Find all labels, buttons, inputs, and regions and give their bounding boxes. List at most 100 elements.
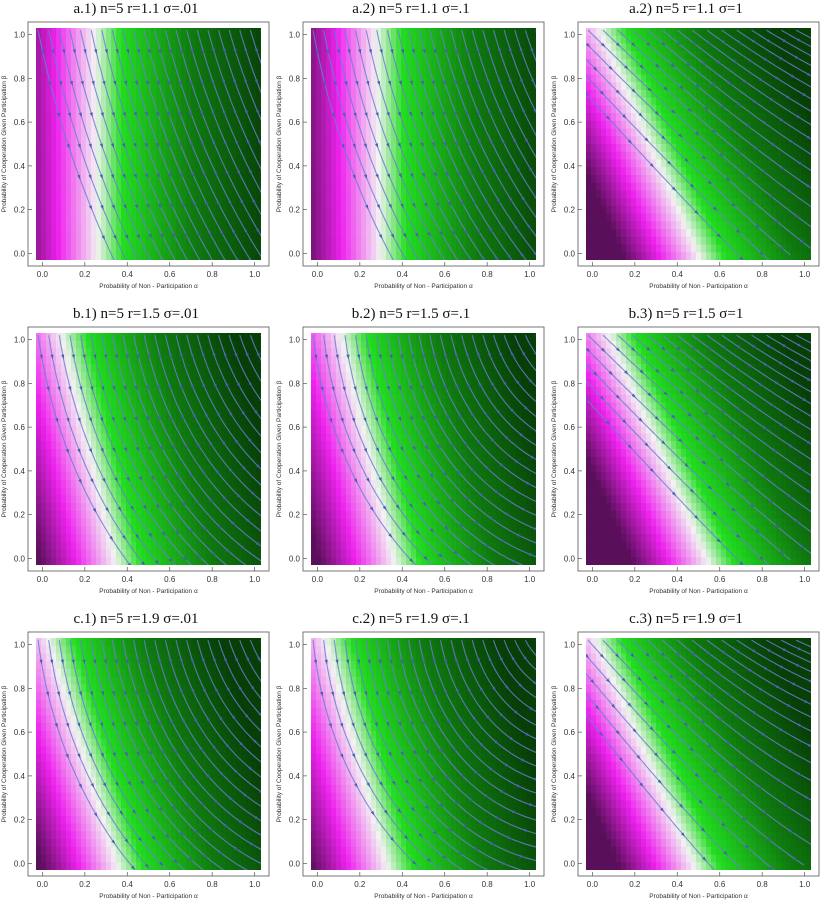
stream-arrow xyxy=(341,143,345,149)
streamline xyxy=(691,334,811,417)
stream-arrow xyxy=(775,685,781,689)
stream-arrow xyxy=(214,799,219,804)
stream-arrow xyxy=(223,823,229,828)
stream-arrow xyxy=(459,772,464,778)
stream-arrow xyxy=(816,846,821,850)
stream-arrow xyxy=(529,552,534,556)
stream-arrow xyxy=(680,832,686,837)
streamline xyxy=(408,335,536,516)
stream-arrow xyxy=(796,420,802,424)
y-tick-label: 1.0 xyxy=(14,641,26,650)
y-tick-label: 1.0 xyxy=(14,336,26,345)
stream-arrow xyxy=(706,650,712,655)
stream-arrow xyxy=(250,686,255,691)
stream-arrow xyxy=(411,49,415,54)
streamline xyxy=(397,30,499,260)
stream-arrow xyxy=(797,647,803,651)
stream-arrow xyxy=(320,386,324,392)
stream-arrow xyxy=(748,363,753,368)
stream-arrow xyxy=(711,128,717,134)
stream-arrow xyxy=(202,526,208,531)
stream-plot-b1: 0.0 0.2 0.4 0.6 0.8 1.0 0.0 0.2 0.4 0.6 0.8 1.0 Prob… xyxy=(1,326,270,595)
streamline xyxy=(492,640,536,699)
stream-arrow xyxy=(519,48,523,54)
stream-arrow xyxy=(768,498,774,503)
streamline xyxy=(691,29,811,112)
streamline xyxy=(418,640,536,794)
stream-arrow xyxy=(234,353,238,359)
streamline xyxy=(58,335,161,565)
stream-arrow xyxy=(615,394,621,400)
stream-arrow xyxy=(214,688,219,694)
stream-arrow xyxy=(100,112,104,118)
stream-arrow xyxy=(386,112,390,117)
stream-arrow xyxy=(62,49,66,55)
x-tick-label: 0.4 xyxy=(122,270,134,279)
streamline xyxy=(535,30,536,32)
streamline xyxy=(196,30,261,194)
x-axis-label: Probability of Non - Participation α xyxy=(99,893,198,900)
stream-arrow xyxy=(221,576,226,580)
stream-arrow xyxy=(190,172,195,178)
streamline xyxy=(312,640,423,870)
stream-arrow xyxy=(562,68,566,72)
stream-arrow xyxy=(807,743,811,747)
stream-arrow xyxy=(694,436,700,441)
streamline xyxy=(69,30,151,260)
stream-arrow xyxy=(104,354,108,360)
stream-arrow xyxy=(627,702,632,708)
stream-arrow xyxy=(126,476,131,482)
x-tick-label: 0.0 xyxy=(312,575,324,584)
stream-arrow xyxy=(124,234,129,240)
stream-arrow xyxy=(135,533,140,539)
x-tick-label: 0.4 xyxy=(672,880,684,889)
stream-arrow xyxy=(421,354,425,360)
streamlines xyxy=(312,334,536,565)
stream-arrow xyxy=(432,830,438,835)
stream-arrow xyxy=(111,839,116,845)
stream-arrow xyxy=(433,48,437,54)
streamline xyxy=(535,640,536,642)
stream-arrow xyxy=(595,705,600,710)
stream-arrow xyxy=(456,171,461,177)
stream-arrow xyxy=(173,748,178,754)
stream-arrow xyxy=(397,416,402,422)
stream-arrow xyxy=(329,418,333,424)
stream-arrow xyxy=(488,658,492,663)
stream-arrow xyxy=(367,354,371,360)
stream-arrow xyxy=(725,482,731,487)
streamline xyxy=(418,335,536,503)
stream-arrow xyxy=(232,79,236,85)
heatmap-background xyxy=(36,333,261,565)
stream-arrow xyxy=(421,720,426,726)
stream-arrow xyxy=(716,233,722,238)
stream-arrow xyxy=(111,416,115,422)
stream-arrow xyxy=(190,353,194,359)
stream-arrow xyxy=(200,141,204,147)
stream-arrow xyxy=(819,395,822,399)
stream-arrow xyxy=(92,508,97,513)
streamline xyxy=(133,640,261,836)
stream-arrow xyxy=(762,121,768,126)
stream-arrow xyxy=(752,649,758,653)
stream-arrow xyxy=(735,714,740,719)
stream-arrow xyxy=(257,657,261,663)
stream-arrow xyxy=(732,59,738,64)
stream-arrow xyxy=(622,419,627,424)
stream-arrow xyxy=(166,142,171,148)
stream-arrow xyxy=(347,49,351,55)
stream-arrow xyxy=(181,719,186,725)
stream-arrow xyxy=(155,503,160,509)
stream-plot-c2: 0.0 0.2 0.4 0.6 0.8 1.0 0.0 0.2 0.4 0.6 0.8 1.0 Prob… xyxy=(276,631,545,900)
chart-panel-a2: a.2) n=5 r=1.1 σ=.1 0.0 0.2 0.4 0.6 0.8 1.0 0.0… xyxy=(275,0,547,290)
stream-arrow xyxy=(695,388,700,393)
stream-arrow xyxy=(768,193,774,198)
stream-arrow xyxy=(209,442,214,448)
streamlines xyxy=(586,334,822,565)
stream-arrow xyxy=(794,518,799,523)
plot-frame xyxy=(577,631,820,877)
x-tick-label: 0.6 xyxy=(439,270,451,279)
stream-arrow xyxy=(443,689,447,695)
streamline xyxy=(503,639,536,685)
stream-arrow xyxy=(136,751,141,757)
